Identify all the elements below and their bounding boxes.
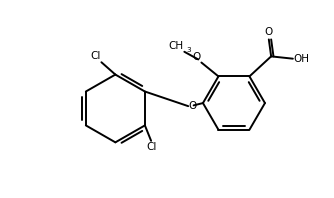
Text: O: O: [188, 101, 196, 111]
Text: OH: OH: [294, 54, 310, 64]
Text: 3: 3: [187, 47, 191, 52]
Text: O: O: [192, 52, 201, 62]
Text: Cl: Cl: [90, 51, 101, 62]
Text: Cl: Cl: [146, 142, 156, 152]
Text: O: O: [265, 27, 273, 37]
Text: CH: CH: [168, 41, 184, 51]
